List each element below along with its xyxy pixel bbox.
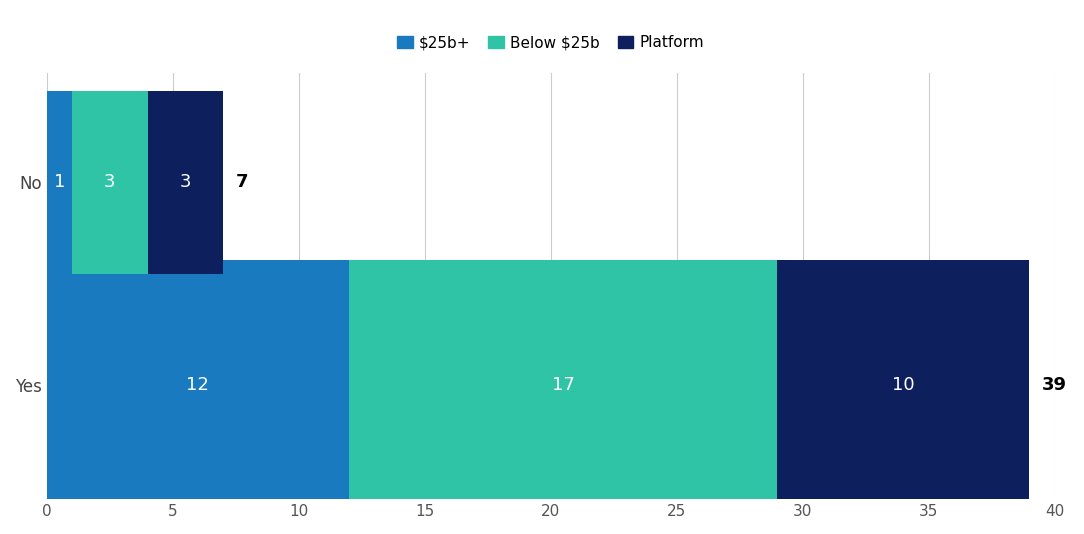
Text: 10: 10: [892, 376, 915, 395]
Legend: $25b+, Below $25b, Platform: $25b+, Below $25b, Platform: [391, 29, 710, 57]
Text: 39: 39: [1042, 376, 1067, 395]
Text: 3: 3: [180, 174, 191, 191]
Text: 3: 3: [104, 174, 116, 191]
Bar: [777, 260, 1030, 512]
Bar: [349, 260, 777, 512]
Text: 1: 1: [53, 174, 65, 191]
Bar: [47, 260, 349, 512]
Bar: [72, 91, 147, 274]
Text: 17: 17: [552, 376, 575, 395]
Bar: [147, 91, 223, 274]
Bar: [47, 91, 72, 274]
Text: 12: 12: [186, 376, 209, 395]
Text: 7: 7: [235, 174, 248, 191]
